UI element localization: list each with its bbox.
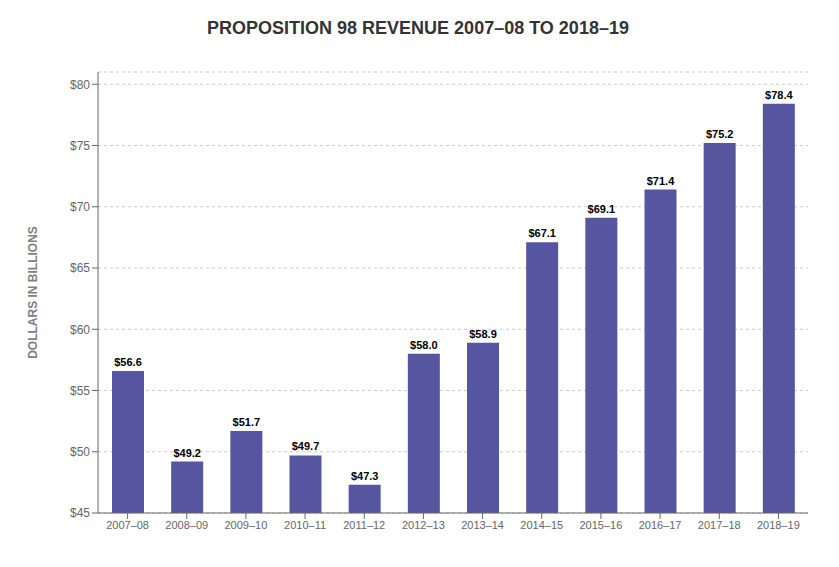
- svg-text:$60: $60: [70, 323, 90, 337]
- svg-text:2007–08: 2007–08: [106, 519, 149, 531]
- svg-text:$69.1: $69.1: [588, 203, 616, 215]
- svg-text:2009–10: 2009–10: [225, 519, 268, 531]
- html-text:PROPOSITION 98 REVENUE 2007–08: PROPOSITION 98 REVENUE 2007–08 TO 2018–1…: [207, 17, 629, 38]
- svg-text:2016–17: 2016–17: [639, 519, 682, 531]
- svg-text:$58.9: $58.9: [469, 328, 497, 340]
- svg-text:2018–19: 2018–19: [757, 519, 800, 531]
- svg-text:2008–09: 2008–09: [165, 519, 208, 531]
- svg-text:2010–11: 2010–11: [284, 519, 326, 531]
- svg-text:2014–15: 2014–15: [520, 519, 563, 531]
- svg-text:2012–13: 2012–13: [402, 519, 445, 531]
- svg-text:$78.4: $78.4: [765, 89, 793, 101]
- svg-text:$70: $70: [70, 200, 90, 214]
- svg-text:$56.6: $56.6: [114, 356, 142, 368]
- svg-text:2015–16: 2015–16: [580, 519, 623, 531]
- svg-text:$75: $75: [70, 139, 90, 153]
- svg-text:$45: $45: [70, 506, 90, 520]
- svg-text:DOLLARS IN BILLIONS: DOLLARS IN BILLIONS: [26, 226, 40, 359]
- svg-text:$51.7: $51.7: [233, 416, 261, 428]
- svg-text:$49.7: $49.7: [292, 440, 320, 452]
- svg-text:$67.1: $67.1: [528, 227, 556, 239]
- svg-text:$50: $50: [70, 445, 90, 459]
- svg-text:$58.0: $58.0: [410, 339, 438, 351]
- svg-text:$47.3: $47.3: [351, 470, 379, 482]
- svg-text:$71.4: $71.4: [647, 175, 675, 187]
- svg-text:$80: $80: [70, 78, 90, 92]
- svg-text:$55: $55: [70, 384, 90, 398]
- svg-text:$65: $65: [70, 261, 90, 275]
- svg-text:2011–12: 2011–12: [343, 519, 385, 531]
- svg-text:2013–14: 2013–14: [461, 519, 504, 531]
- svg-text:$49.2: $49.2: [173, 447, 201, 459]
- svg-text:2017–18: 2017–18: [698, 519, 741, 531]
- svg-text:$75.2: $75.2: [706, 128, 734, 140]
